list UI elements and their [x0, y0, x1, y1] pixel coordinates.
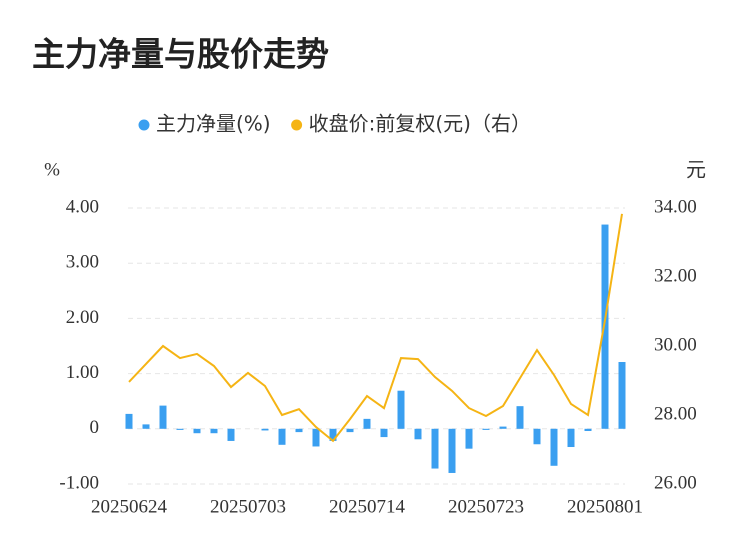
bar [142, 424, 150, 429]
x-tick-label: 20250703 [210, 496, 286, 517]
chart-title: 主力净量与股价走势 [32, 35, 329, 74]
bar [584, 428, 592, 432]
bar [414, 428, 422, 440]
bar [533, 428, 541, 445]
y-tick-label: 0 [90, 417, 100, 438]
bar [125, 413, 133, 429]
bar [516, 406, 524, 429]
bar [312, 428, 320, 447]
legend: 主力净量(%) 收盘价:前复权(元)（右） [138, 112, 531, 136]
legend-label: 主力净量(%) [156, 112, 271, 136]
bar [499, 426, 507, 429]
bar [482, 428, 490, 430]
bar [465, 428, 473, 449]
price-line [128, 213, 623, 443]
bar [227, 428, 235, 441]
bar [295, 428, 303, 433]
y-tick-label: 3.00 [66, 252, 99, 273]
y-tick-label: -1.00 [59, 472, 99, 493]
bar [363, 418, 371, 429]
y2-tick-label: 30.00 [654, 334, 697, 355]
bar [380, 428, 388, 438]
x-tick-label: 20250801 [567, 496, 643, 517]
y2-tick-label: 28.00 [654, 403, 697, 424]
bar [193, 428, 201, 434]
bar [601, 224, 609, 429]
y2-tick-label: 34.00 [654, 196, 697, 217]
y2-axis-unit: 元 [686, 158, 706, 182]
bar [431, 428, 439, 469]
bar [618, 362, 626, 429]
bar [567, 428, 575, 448]
bar [176, 428, 184, 430]
bar [159, 405, 167, 429]
legend-marker [291, 119, 303, 131]
bar [278, 428, 286, 445]
bar [397, 390, 405, 429]
y-axis-unit: % [44, 159, 60, 180]
y-tick-label: 1.00 [66, 362, 99, 383]
bar [448, 428, 456, 473]
y-tick-label: 4.00 [66, 196, 99, 217]
bar [550, 428, 558, 466]
x-tick-label: 20250714 [329, 496, 406, 517]
bar [346, 428, 354, 433]
legend-label: 收盘价:前复权(元)（右） [309, 112, 531, 136]
x-tick-label: 20250723 [448, 496, 524, 517]
legend-marker [138, 119, 150, 131]
y2-tick-label: 26.00 [654, 472, 697, 493]
bar [210, 428, 218, 434]
x-tick-label: 20250624 [91, 496, 168, 517]
y-tick-label: 2.00 [66, 307, 99, 328]
bar [329, 428, 337, 441]
y2-tick-label: 32.00 [654, 265, 697, 286]
bar [261, 428, 269, 431]
